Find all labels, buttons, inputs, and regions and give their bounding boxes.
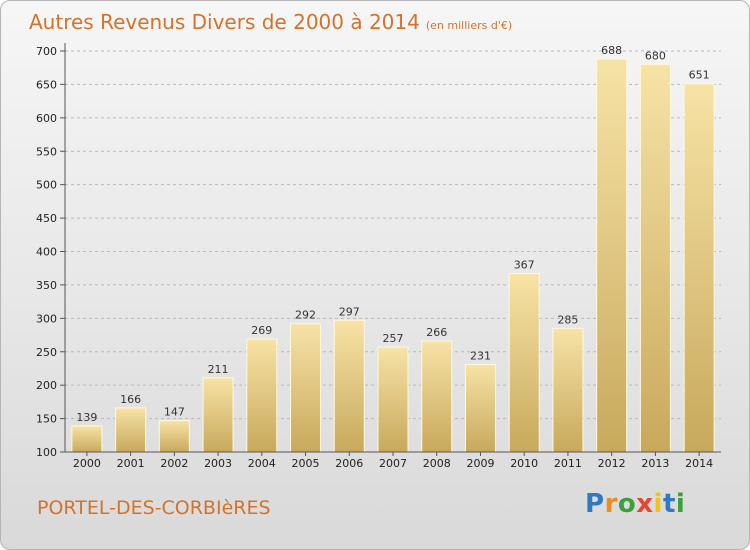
bar — [377, 346, 409, 453]
y-tick-label: 200 — [36, 379, 57, 392]
logo-letter: t — [662, 489, 676, 519]
x-tick-label: 2001 — [117, 457, 145, 470]
bar — [202, 377, 234, 453]
x-tick-label: 2009 — [466, 457, 494, 470]
x-tick-label: 2000 — [73, 457, 101, 470]
y-tick-label: 350 — [36, 279, 57, 292]
logo-letter: P — [585, 489, 605, 519]
bar-value-label: 651 — [689, 69, 710, 82]
bar — [552, 327, 584, 453]
bar — [115, 407, 147, 453]
bar — [290, 323, 322, 453]
logo-letter: o — [617, 489, 637, 519]
x-tick-label: 2004 — [248, 457, 276, 470]
bar-value-label: 367 — [514, 259, 535, 272]
y-tick-label: 100 — [36, 446, 57, 459]
x-tick-label: 2011 — [554, 457, 582, 470]
bar-value-label: 285 — [557, 313, 578, 326]
bar — [464, 363, 496, 453]
bar-value-label: 297 — [339, 305, 360, 318]
bar-value-label: 257 — [383, 332, 404, 345]
y-tick-label: 700 — [36, 45, 57, 58]
bar-value-label: 139 — [76, 411, 97, 424]
y-tick-label: 500 — [36, 179, 57, 192]
bar-value-label: 269 — [251, 324, 272, 337]
bar — [246, 338, 278, 453]
bar — [333, 319, 365, 453]
x-tick-label: 2002 — [160, 457, 188, 470]
bar-value-label: 680 — [645, 49, 666, 62]
bar — [596, 58, 628, 453]
bar-value-label: 147 — [164, 406, 185, 419]
chart-title-unit: (en milliers d'€) — [425, 19, 513, 32]
x-tick-label: 2013 — [641, 457, 669, 470]
bar-value-label: 688 — [601, 44, 622, 57]
logo-letter: r — [604, 489, 618, 519]
x-tick-label: 2012 — [598, 457, 626, 470]
bar-value-label: 292 — [295, 309, 316, 322]
bar-value-label: 266 — [426, 326, 447, 339]
x-tick-label: 2003 — [204, 457, 232, 470]
y-tick-label: 450 — [36, 212, 57, 225]
axes: 100 150 200 250 300 350 400 450 500 550 600 650 700 2… — [36, 43, 721, 470]
bar — [508, 273, 540, 453]
chart-title: Autres Revenus Divers de 2000 à 2014 (en … — [29, 10, 512, 34]
y-tick-label: 400 — [36, 246, 57, 259]
bar — [421, 340, 453, 453]
y-tick-label: 600 — [36, 112, 57, 125]
logo-letter: i — [675, 489, 686, 519]
y-tick-label: 550 — [36, 145, 57, 158]
bar-value-label: 166 — [120, 393, 141, 406]
x-tick-label: 2007 — [379, 457, 407, 470]
logo-letter: i — [653, 489, 663, 519]
bar — [71, 425, 103, 453]
bars: 139 166 147 211 269 292 297 257 266 231 367 285 688 6… — [71, 44, 715, 453]
x-tick-label: 2014 — [685, 457, 713, 470]
bar-value-label: 211 — [208, 363, 229, 376]
bar — [639, 63, 671, 453]
chart-title-main: Autres Revenus Divers de 2000 à 2014 — [29, 10, 420, 34]
x-tick-label: 2005 — [292, 457, 320, 470]
x-tick-label: 2010 — [510, 457, 538, 470]
bar — [683, 83, 715, 453]
y-tick-label: 150 — [36, 413, 57, 426]
x-tick-label: 2008 — [423, 457, 451, 470]
x-tick-label: 2006 — [335, 457, 363, 470]
y-tick-label: 300 — [36, 312, 57, 325]
proxiti-logo: Proxiti — [585, 489, 685, 519]
logo-letter: x — [636, 489, 654, 519]
bar-value-label: 231 — [470, 349, 491, 362]
y-tick-label: 650 — [36, 78, 57, 91]
y-tick-label: 250 — [36, 346, 57, 359]
commune-name: PORTEL-DES-CORBIèRES — [37, 497, 271, 519]
bar — [158, 420, 190, 453]
